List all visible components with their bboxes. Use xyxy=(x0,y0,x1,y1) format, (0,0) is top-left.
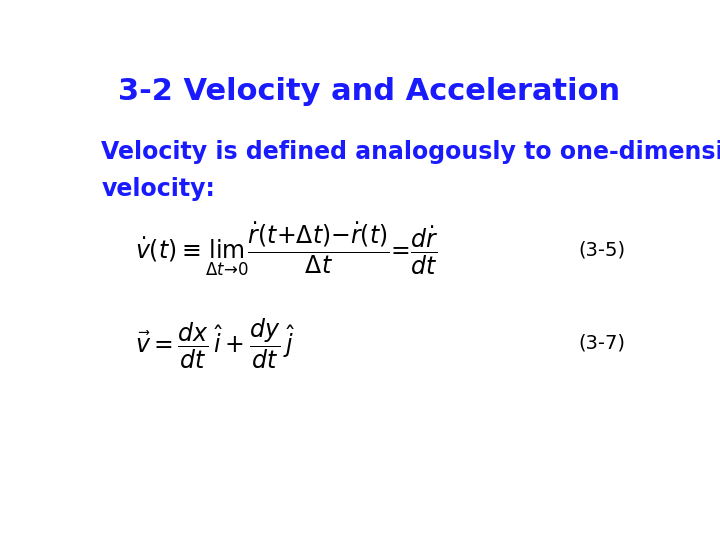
Text: (3-7): (3-7) xyxy=(578,334,625,353)
Text: velocity:: velocity: xyxy=(101,177,215,201)
Text: $\dot{v}(t) \equiv \lim_{\Delta t \rightarrow 0}\dfrac{\dot{r}(t + \Delta t) - \: $\dot{v}(t) \equiv \lim_{\Delta t \right… xyxy=(135,221,438,279)
Text: (3-5): (3-5) xyxy=(578,240,626,259)
Text: 3-2 Velocity and Acceleration: 3-2 Velocity and Acceleration xyxy=(118,77,620,106)
Text: Velocity is defined analogously to one-dimensional: Velocity is defined analogously to one-d… xyxy=(101,140,720,164)
Text: $\vec{v} = \dfrac{dx}{dt}\,\hat{i} + \dfrac{dy}{dt}\,\hat{j}$: $\vec{v} = \dfrac{dx}{dt}\,\hat{i} + \df… xyxy=(135,316,294,370)
